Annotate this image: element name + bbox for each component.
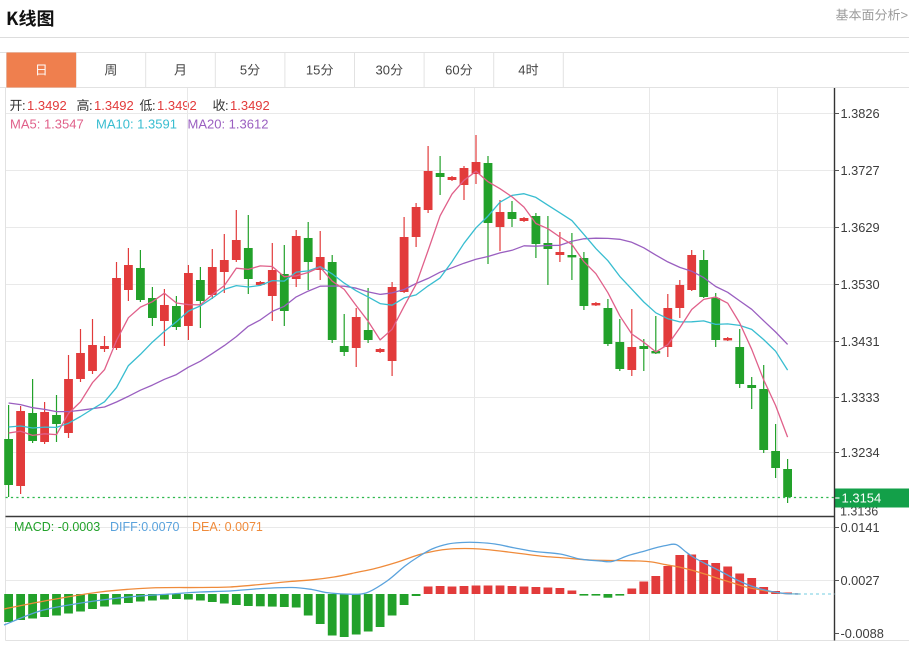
svg-text:-0.0088: -0.0088 bbox=[841, 626, 884, 641]
svg-text:MA20: 1.3612: MA20: 1.3612 bbox=[188, 117, 269, 132]
svg-text::: : bbox=[22, 98, 26, 113]
svg-text:1.3492: 1.3492 bbox=[157, 98, 197, 113]
svg-text:1.3492: 1.3492 bbox=[230, 98, 270, 113]
svg-text:15: 15 bbox=[306, 63, 320, 78]
svg-text:60: 60 bbox=[445, 63, 459, 78]
svg-text:1.3492: 1.3492 bbox=[94, 98, 134, 113]
svg-text:1.3629: 1.3629 bbox=[841, 220, 880, 235]
svg-text:1.3492: 1.3492 bbox=[27, 98, 67, 113]
svg-text::: : bbox=[152, 98, 156, 113]
svg-text:1.3333: 1.3333 bbox=[841, 390, 880, 405]
svg-text:DIFF:0.0070: DIFF:0.0070 bbox=[110, 520, 180, 534]
svg-text:1.3727: 1.3727 bbox=[841, 163, 880, 178]
svg-text:1.3826: 1.3826 bbox=[841, 106, 880, 121]
svg-text:MA5: 1.3547: MA5: 1.3547 bbox=[10, 117, 84, 132]
svg-text:1.3234: 1.3234 bbox=[841, 445, 880, 460]
svg-text:MA10: 1.3591: MA10: 1.3591 bbox=[96, 117, 177, 132]
svg-text:>: > bbox=[901, 8, 909, 23]
svg-text:4: 4 bbox=[518, 63, 525, 78]
svg-text:1.3154: 1.3154 bbox=[842, 491, 882, 506]
svg-text:MACD: -0.0003: MACD: -0.0003 bbox=[14, 520, 100, 534]
svg-text:DEA: 0.0071: DEA: 0.0071 bbox=[192, 520, 263, 534]
svg-text::: : bbox=[225, 98, 229, 113]
svg-text:1.3431: 1.3431 bbox=[841, 334, 880, 349]
svg-text:1.3136: 1.3136 bbox=[840, 505, 878, 519]
svg-text::: : bbox=[89, 98, 93, 113]
svg-text:1.3530: 1.3530 bbox=[841, 277, 880, 292]
svg-text:5: 5 bbox=[240, 63, 247, 78]
svg-text:30: 30 bbox=[376, 63, 390, 78]
svg-text:0.0027: 0.0027 bbox=[841, 573, 880, 588]
svg-text:0.0141: 0.0141 bbox=[841, 520, 880, 535]
